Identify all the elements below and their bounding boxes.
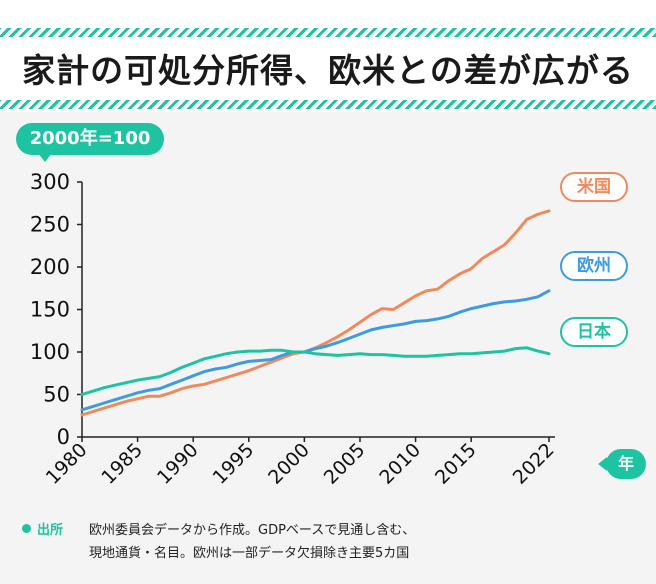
x-tick-label: 1995 (209, 439, 259, 489)
x-tick-label: 1985 (97, 439, 147, 489)
index-base-badge: 2000年=100 (16, 123, 164, 162)
y-tick-label: 200 (30, 255, 70, 279)
source-note-line-2: 現地通貨・名目。欧州は一部データ欠損除き主要5カ国 (89, 546, 410, 561)
series-label-europe: 欧州 (560, 251, 628, 281)
series-line-japan (80, 346, 551, 396)
y-tick-label: 100 (30, 340, 70, 364)
title-band (0, 0, 656, 112)
x-tick-label: 1990 (153, 439, 203, 489)
x-tick-label: 2005 (320, 439, 370, 489)
series-label-us: 米国 (560, 172, 628, 202)
series-line-europe (80, 289, 551, 412)
source-bullet-icon (22, 524, 31, 533)
series-line-us (80, 209, 551, 417)
x-tick-label: 2000 (264, 439, 314, 489)
y-tick-label: 150 (30, 298, 70, 322)
x-tick-label: 2015 (431, 439, 481, 489)
source-label: 出所 (37, 523, 64, 538)
x-unit-badge: 年 (598, 449, 646, 479)
y-tick-label: 250 (30, 213, 70, 237)
x-tick-label: 2022 (509, 439, 559, 489)
y-tick-label: 50 (43, 383, 70, 407)
bottom-stripe-divider (0, 100, 656, 109)
series-label-japan: 日本 (560, 317, 628, 347)
source-note-line-1: 欧州委員会データから作成。GDPベースで見通し含む、 (89, 523, 416, 538)
y-tick-label: 0 (57, 425, 70, 449)
source-note: 欧州委員会データから作成。GDPベースで見通し含む、 現地通貨・名目。欧州は一部… (89, 519, 629, 565)
y-tick-label: 300 (30, 170, 70, 194)
x-tick-label: 2010 (375, 439, 425, 489)
top-stripe-divider (0, 28, 656, 37)
chart-title: 家計の可処分所得、欧米との差が広がる (22, 51, 634, 90)
